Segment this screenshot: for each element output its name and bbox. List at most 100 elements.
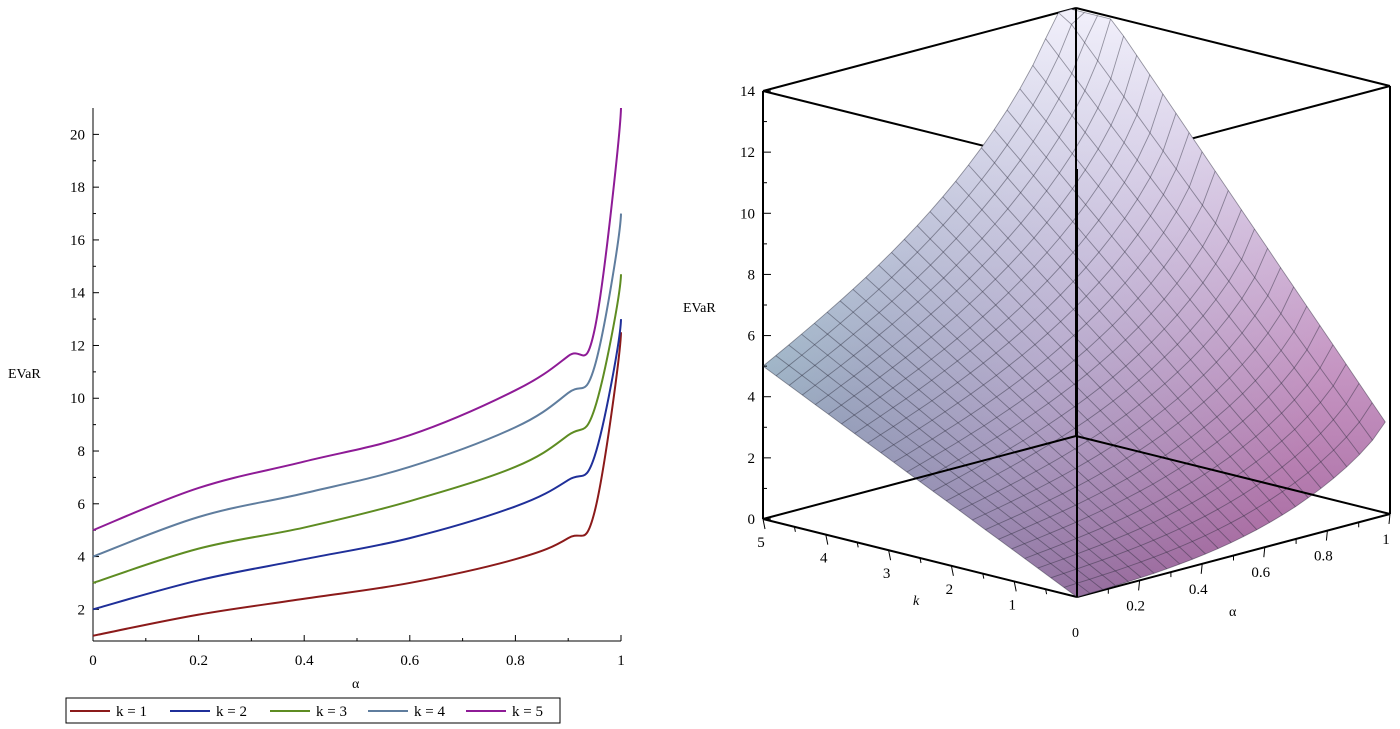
mesh-line: [981, 147, 1296, 507]
legend-label: k = 3: [316, 704, 347, 720]
alpha-tick: [1325, 530, 1328, 541]
mesh-line: [826, 311, 1142, 578]
x-tick-label: 0.4: [295, 653, 314, 669]
k-tick-label: 2: [946, 582, 954, 598]
mesh-line: [972, 267, 1282, 521]
alpha-tick: [1200, 563, 1203, 574]
mesh-line: [788, 15, 1098, 386]
legend-label: k = 4: [414, 704, 445, 720]
alpha-tick-label: 0.4: [1189, 582, 1208, 598]
mesh-line: [1071, 8, 1386, 423]
mesh-line: [839, 300, 1155, 574]
k-minor-tick: [793, 526, 796, 532]
z-tick-label: 4: [748, 390, 756, 406]
z-tick-label: 12: [740, 145, 755, 161]
y-tick-label: 20: [70, 127, 85, 143]
mesh-line: [854, 93, 1164, 434]
k-minor-tick: [982, 573, 985, 579]
mesh-line: [1045, 38, 1360, 455]
mesh-line: [955, 180, 1271, 523]
mesh-line: [1011, 325, 1321, 550]
mesh-line: [1006, 109, 1322, 489]
mesh-line: [998, 305, 1308, 540]
series-line-k3: [92, 274, 622, 584]
series-lines: [92, 107, 622, 637]
alpha-tick: [1138, 580, 1141, 591]
alpha-tick-label: 0.6: [1251, 565, 1270, 581]
k-minor-tick: [919, 557, 922, 564]
tick-marks: 2 4 6 8 10 12 14 16 18 20 0 0.2 0.4 0.6 0.8 1: [70, 127, 625, 669]
y-tick-label: 16: [70, 233, 86, 249]
mesh-line: [1032, 65, 1348, 468]
mesh-line: [828, 55, 1138, 415]
mesh-line: [903, 238, 1219, 549]
legend-label: k = 1: [116, 704, 147, 720]
mesh-line: [878, 264, 1193, 560]
alpha-tick-label: 0.2: [1126, 598, 1145, 614]
alpha-tick: [1388, 513, 1391, 525]
k-tick-label: 5: [757, 535, 765, 551]
mesh-line: [959, 248, 1269, 511]
alpha-tick-label: 1: [1382, 532, 1390, 548]
mesh-line: [1063, 402, 1373, 588]
box-edge: [762, 435, 1077, 520]
line-chart: 2 4 6 8 10 12 14 16 18 20 0 0.2 0.4 0.6 0.8 1 EVaR α k …: [8, 107, 625, 724]
mesh-line: [906, 170, 1216, 473]
mesh-line: [1037, 363, 1347, 569]
y-tick-label: 14: [70, 286, 86, 302]
mesh-line: [916, 225, 1232, 543]
x-tick-label: 0.6: [400, 653, 419, 669]
origin-label: 0: [1072, 626, 1079, 641]
y-tick-label: 6: [78, 497, 86, 513]
box-edge: [1075, 435, 1391, 515]
y-axis-label: EVaR: [8, 367, 41, 382]
mesh-line: [968, 164, 1283, 516]
mesh-line: [929, 211, 1245, 537]
mesh-line: [865, 277, 1181, 565]
x-tick-label: 0.2: [189, 653, 208, 669]
x-tick-label: 1: [617, 653, 625, 669]
z-tick-label: 10: [740, 206, 755, 222]
z-tick-label: 0: [748, 512, 756, 528]
k-tick-label: 4: [820, 551, 828, 567]
y-tick-label: 8: [78, 444, 86, 460]
mesh-line: [801, 333, 1116, 586]
mesh-line: [1058, 12, 1373, 441]
y-tick-label: 4: [78, 550, 86, 566]
mesh-line: [815, 35, 1125, 405]
alpha-tick-label: 0.8: [1314, 549, 1333, 565]
legend-label: k = 2: [216, 704, 247, 720]
mesh-line: [788, 344, 1103, 590]
mesh-line: [985, 286, 1295, 531]
series-line-k4: [92, 213, 622, 558]
mesh-line: [841, 74, 1151, 425]
mesh-line: [880, 132, 1190, 454]
x-axis-label: α: [352, 677, 360, 692]
y-tick-label: 10: [70, 391, 85, 407]
mesh-line: [893, 151, 1203, 463]
series-line-k2: [92, 319, 622, 611]
bounding-box-back: [762, 7, 1391, 598]
alpha-tick: [1263, 547, 1266, 558]
k-tick-label: 1: [1008, 597, 1016, 613]
alpha-axis-label: α: [1229, 605, 1237, 620]
box-edge: [762, 7, 1077, 92]
legend: k = 1 k = 2 k = 3 k = 4 k = 5: [65, 697, 561, 724]
k-tick: [1013, 581, 1017, 592]
y-tick-label: 18: [70, 180, 85, 196]
y-tick-label: 12: [70, 338, 85, 354]
mesh-line: [762, 8, 1072, 367]
x-tick-label: 0: [89, 653, 97, 669]
x-tick-label: 0.8: [506, 653, 525, 669]
mesh-line: [1019, 88, 1335, 479]
z-tick-label: 6: [748, 329, 756, 345]
k-tick: [762, 518, 766, 530]
k-axis-label: k: [913, 594, 920, 609]
mesh-line: [1076, 421, 1386, 598]
z-tick-label: 2: [748, 451, 756, 467]
k-minor-tick: [856, 542, 859, 548]
k-tick-label: 3: [883, 566, 891, 582]
